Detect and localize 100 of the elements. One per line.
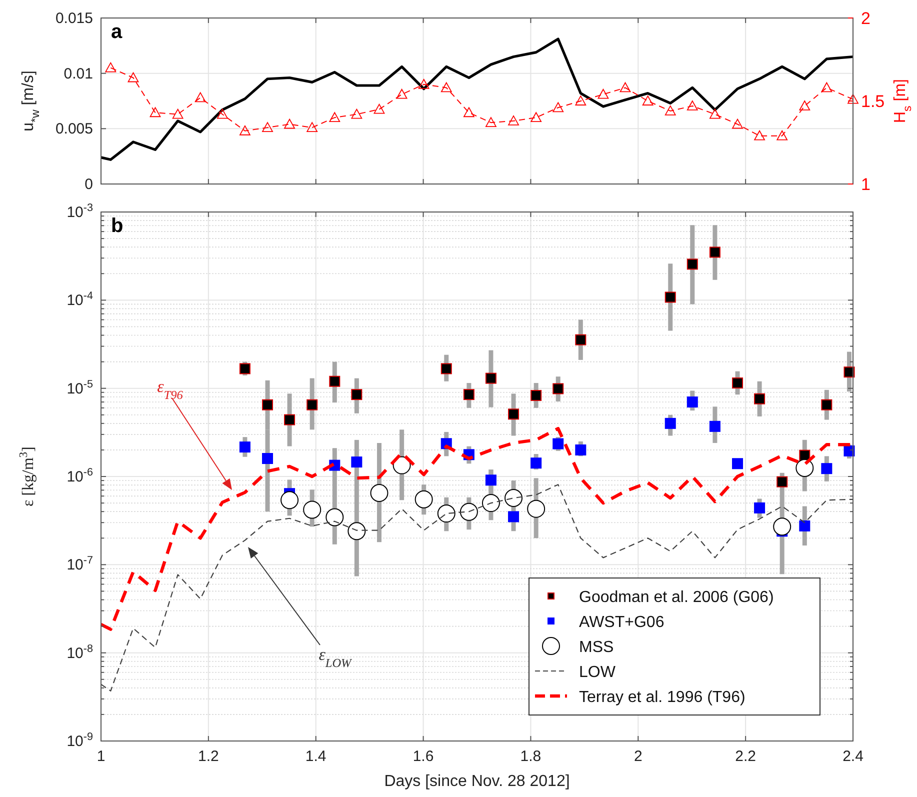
point <box>262 453 274 464</box>
point <box>150 107 161 118</box>
point <box>776 476 788 488</box>
point <box>552 102 564 112</box>
point <box>172 108 184 119</box>
legend-label: LOW <box>579 664 616 681</box>
point <box>440 363 452 374</box>
point <box>351 389 362 400</box>
point <box>575 444 586 456</box>
point <box>799 100 810 110</box>
x-tick-label: 2 <box>634 748 642 765</box>
point <box>732 118 743 129</box>
y-tick-label: 0.015 <box>55 10 93 27</box>
point <box>280 491 299 510</box>
point <box>508 115 519 126</box>
point <box>351 456 362 468</box>
point <box>754 502 766 514</box>
point <box>440 82 452 92</box>
point <box>530 390 542 401</box>
point <box>326 508 344 526</box>
y-tick-label: 0.005 <box>55 120 93 138</box>
point <box>329 376 340 387</box>
point <box>284 118 295 129</box>
point <box>396 88 408 99</box>
point <box>437 504 456 523</box>
point <box>239 363 250 374</box>
x-tick-label: 2.2 <box>735 748 756 765</box>
x-tick-label: 1.2 <box>198 748 219 765</box>
point <box>329 112 340 122</box>
point <box>530 112 542 122</box>
point <box>463 107 474 118</box>
point <box>821 82 832 92</box>
legend-label: MSS <box>579 639 614 656</box>
point <box>348 522 366 540</box>
point <box>799 520 810 532</box>
point <box>460 502 478 521</box>
point <box>664 292 676 303</box>
point <box>709 246 720 258</box>
point <box>844 445 855 456</box>
line-series <box>100 38 854 161</box>
line-series <box>100 484 854 692</box>
x-tick-label: 1.8 <box>520 748 542 765</box>
y-tick-label: 0 <box>84 176 93 193</box>
annotation: ε$_{LOW}$ <box>318 645 354 670</box>
point <box>508 408 520 420</box>
point <box>418 78 430 89</box>
point <box>105 62 116 72</box>
point <box>732 377 744 388</box>
point <box>709 420 720 432</box>
y-tick-label: 10$^{-3}$ <box>66 202 93 221</box>
point <box>486 117 496 128</box>
point <box>754 130 765 140</box>
point <box>374 104 385 114</box>
point <box>351 108 362 119</box>
point <box>686 396 698 408</box>
point <box>821 463 832 474</box>
point <box>848 94 858 104</box>
point <box>504 489 523 508</box>
x-tick-label: 1 <box>96 748 106 765</box>
y2-tick-label: 2 <box>861 9 870 28</box>
point <box>527 500 546 518</box>
point <box>686 100 698 110</box>
point <box>796 458 814 477</box>
point <box>306 122 318 132</box>
point <box>414 490 433 508</box>
x-tick-label: 1.6 <box>412 748 434 765</box>
point <box>262 399 274 410</box>
point <box>664 106 676 116</box>
point <box>482 494 500 512</box>
point <box>710 108 720 119</box>
annotation: b <box>111 215 124 237</box>
y-tick-label: 10$^{-5}$ <box>66 378 93 398</box>
y-tick-label: 10$^{-7}$ <box>66 554 93 574</box>
y-tick-label: 10$^{-4}$ <box>66 290 93 310</box>
point <box>485 372 496 384</box>
point <box>642 96 654 106</box>
point <box>686 258 698 270</box>
annotation: a <box>111 21 123 43</box>
annotation: ε$_{T96}$ <box>157 377 184 402</box>
point <box>575 334 586 346</box>
point <box>306 399 318 410</box>
point <box>844 366 855 378</box>
legend-label: AWST+G06 <box>579 614 664 631</box>
point <box>821 399 832 410</box>
point <box>575 96 586 106</box>
x-tick-label: 2.4 <box>842 748 864 765</box>
y-tick-label: 10$^{-8}$ <box>66 642 93 662</box>
point <box>508 511 520 522</box>
point <box>463 389 474 400</box>
point <box>773 518 792 536</box>
point <box>530 458 542 469</box>
x-tick-label: 1.4 <box>305 748 326 765</box>
x-axis-title: Days [since Nov. 28 2012] <box>384 773 570 790</box>
point <box>284 414 296 426</box>
point <box>552 383 564 394</box>
point <box>776 130 788 140</box>
y-tick-label: 10$^{-9}$ <box>66 731 93 750</box>
point <box>598 88 609 99</box>
point <box>732 458 744 470</box>
y-tick-label: 0.01 <box>64 65 93 82</box>
